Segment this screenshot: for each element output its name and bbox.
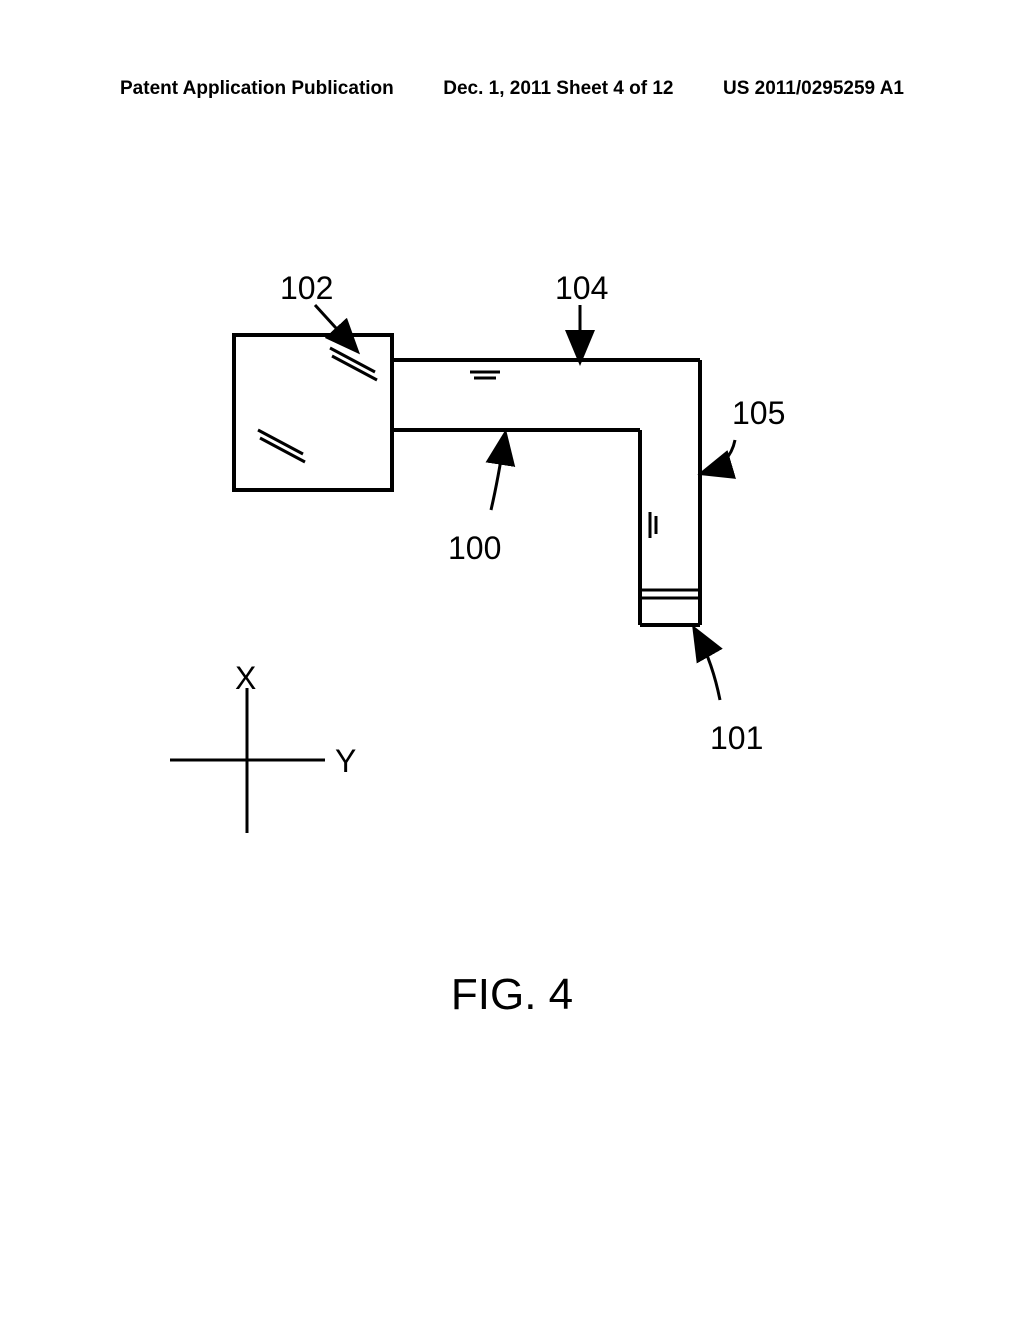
header-right: US 2011/0295259 A1 [723,78,904,100]
box-102 [234,335,392,490]
label-102: 102 [280,270,333,307]
diagram-container: 102 104 105 100 101 X Y [0,200,1024,1000]
page-header: Patent Application Publication Dec. 1, 2… [0,78,1024,100]
label-101: 101 [710,720,763,757]
patent-diagram [0,200,1024,1000]
label-105: 105 [732,395,785,432]
axis-y-label: Y [335,743,356,780]
axis-x-label: X [235,660,256,697]
figure-caption: FIG. 4 [451,970,573,1020]
header-left: Patent Application Publication [120,78,394,100]
label-100: 100 [448,530,501,567]
label-104: 104 [555,270,608,307]
header-center: Dec. 1, 2011 Sheet 4 of 12 [443,78,673,100]
